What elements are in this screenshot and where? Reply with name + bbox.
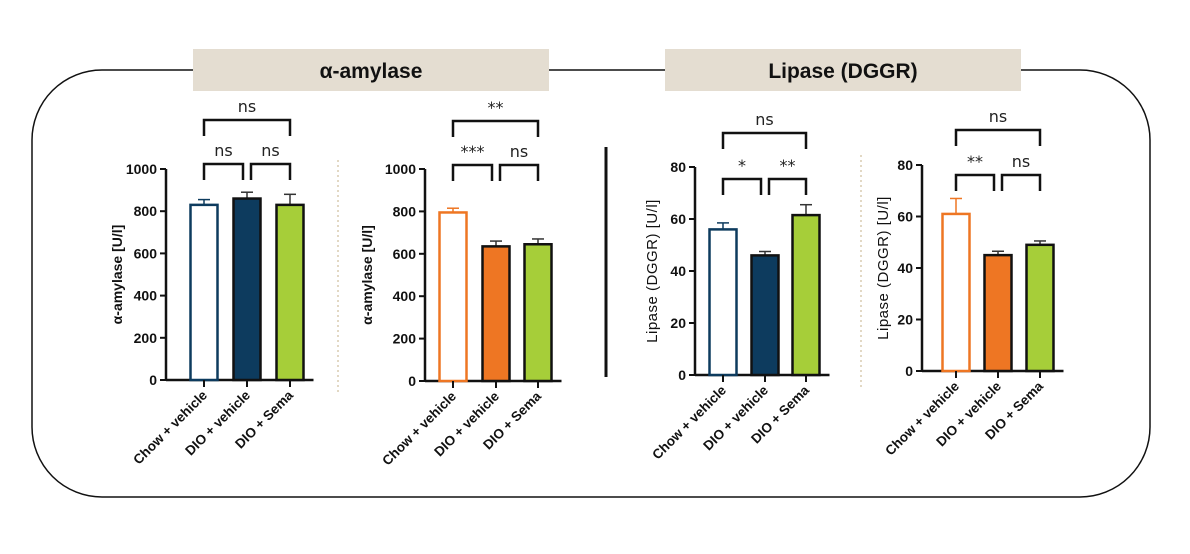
y-tick-label: 0: [905, 363, 913, 379]
chart-panel-4: 0 20 40 60 80 Lipase (DGGR) [U/l] Chow + vehic…: [875, 107, 1064, 458]
y-tick-label: 0: [678, 367, 686, 383]
significance-bracket: [249, 162, 292, 180]
y-tick-label: 400: [393, 288, 417, 304]
y-tick-label: 200: [134, 330, 158, 346]
bar: [750, 254, 780, 377]
significance-label: **: [488, 98, 504, 117]
significance-bracket: [498, 163, 540, 181]
significance-label: *: [738, 156, 746, 175]
chart-panel-3: 0 20 40 60 80 Lipase (DGGR) [U/l] Chow + vehic…: [644, 110, 830, 462]
significance-label: ns: [989, 107, 1007, 126]
y-tick-label: 600: [134, 245, 158, 261]
bar: [523, 243, 553, 383]
y-tick-label: 40: [897, 260, 913, 276]
significance-bracket: [954, 128, 1042, 146]
significance-bracket: [767, 177, 808, 195]
significance-label: ns: [755, 110, 773, 129]
significance-label: ns: [1012, 152, 1030, 171]
section-title-lipase: Lipase (DGGR): [768, 60, 917, 83]
significance-label: ***: [461, 142, 485, 161]
x-tick-label: Chow + vehicle: [379, 388, 459, 468]
y-axis-label: Lipase (DGGR) [U/l]: [644, 199, 661, 343]
y-tick-label: 60: [670, 211, 686, 227]
y-tick-label: 40: [670, 263, 686, 279]
bar: [232, 197, 262, 382]
y-tick-label: 1000: [385, 161, 416, 177]
y-axis-label: Lipase (DGGR) [U/l]: [875, 196, 892, 340]
significance-bracket: [451, 163, 494, 181]
significance-bracket: [721, 131, 808, 149]
y-tick-label: 800: [393, 203, 417, 219]
chart-panel-1: 0 200 400 600 800 1000 α-amylase [U/l] Chow + v…: [109, 97, 314, 467]
x-tick-label: Chow + vehicle: [130, 387, 210, 467]
bar: [1025, 243, 1055, 373]
frame: [31, 69, 1151, 498]
section-box-lipase: [665, 49, 1021, 91]
significance-label: **: [780, 156, 796, 175]
y-tick-label: 0: [408, 373, 416, 389]
significance-label: ns: [261, 141, 279, 160]
significance-label: **: [967, 152, 983, 171]
y-tick-label: 20: [670, 315, 686, 331]
y-tick-label: 0: [149, 372, 157, 388]
chart-panel-2: 0 200 400 600 800 1000 α-amylase [U/l] Chow + v…: [359, 98, 562, 468]
section-box-amylase: [193, 49, 549, 91]
significance-label: ns: [214, 141, 232, 160]
bar: [708, 228, 738, 377]
y-tick-label: 1000: [126, 161, 157, 177]
significance-label: ns: [510, 142, 528, 161]
bar: [941, 212, 971, 373]
y-tick-label: 600: [393, 246, 417, 262]
x-tick-label: Chow + vehicle: [649, 382, 729, 462]
y-tick-label: 80: [897, 157, 913, 173]
y-tick-label: 80: [670, 159, 686, 175]
significance-bracket: [451, 119, 540, 137]
significance-bracket: [202, 118, 292, 136]
y-tick-label: 60: [897, 209, 913, 225]
y-tick-label: 800: [134, 203, 158, 219]
significance-bracket: [721, 177, 763, 195]
y-axis-label: α-amylase [U/l]: [359, 225, 375, 325]
y-axis-label: α-amylase [U/l]: [109, 225, 125, 325]
significance-bracket: [1000, 173, 1042, 191]
bar: [438, 211, 468, 383]
y-tick-label: 400: [134, 288, 158, 304]
y-tick-label: 200: [393, 331, 417, 347]
significance-bracket: [954, 173, 996, 191]
significance-label: ns: [238, 97, 256, 116]
x-tick-label: Chow + vehicle: [882, 378, 962, 458]
bar: [983, 253, 1013, 373]
bar: [791, 213, 821, 377]
section-title-amylase: α-amylase: [320, 60, 423, 83]
significance-bracket: [202, 162, 245, 180]
bar: [189, 203, 219, 382]
bar: [275, 203, 305, 382]
bar: [481, 245, 511, 383]
y-tick-label: 20: [897, 312, 913, 328]
